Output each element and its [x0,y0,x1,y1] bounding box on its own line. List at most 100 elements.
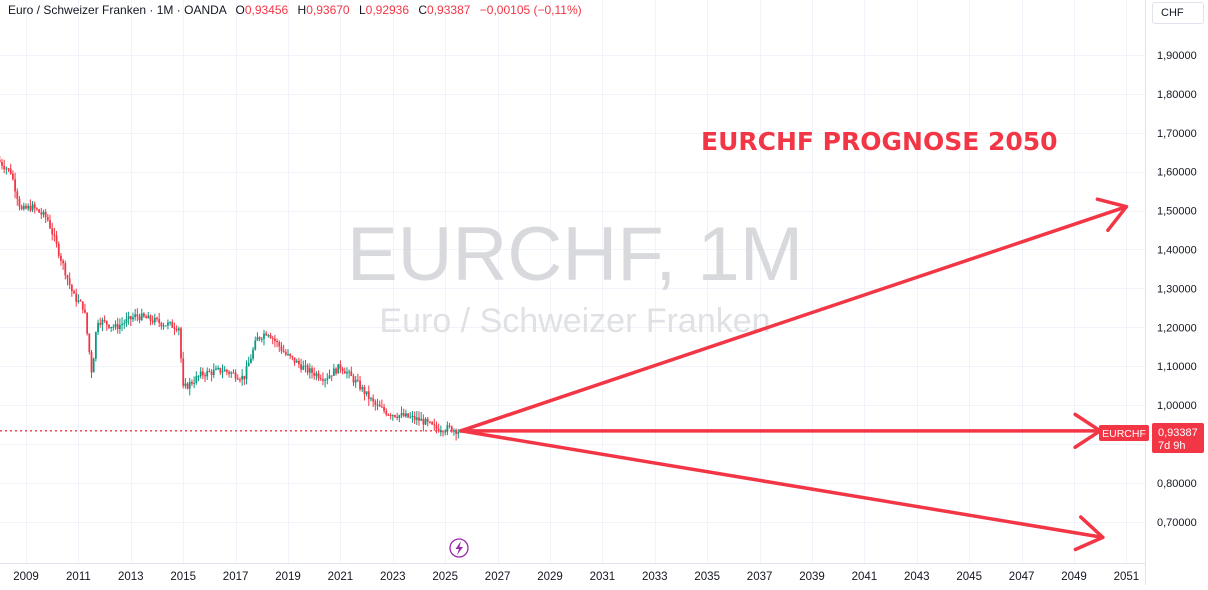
x-tick-label: 2019 [275,571,301,583]
currency-selector[interactable]: CHF [1152,2,1204,24]
candle-body [182,358,185,386]
x-tick-label: 2025 [432,571,458,583]
candle-body [439,431,442,433]
candle-body [230,372,233,374]
candle-body [90,352,93,373]
candle-body [134,314,137,318]
candle-body [367,391,370,399]
candle-body [51,228,54,235]
candle-body [184,383,187,386]
candle-body [68,278,71,285]
candle-body [274,338,276,341]
candle-body [252,349,254,359]
candle-body [249,358,252,364]
candle-body [70,284,73,292]
candle-body [378,404,381,407]
candle-body [450,426,453,432]
x-tick-label: 2051 [1114,571,1140,583]
candle-body [315,373,318,376]
symbol-legend: Euro / Schweizer Franken · 1M · OANDA O0… [8,3,582,17]
candle-body [129,316,132,320]
candle-body [263,333,265,339]
x-tick-label: 2017 [223,571,249,583]
y-tick-label: 1,50000 [1157,206,1197,218]
candle-body [158,319,161,324]
price-tag-symbol: EURCHF [1102,428,1146,440]
y-tick-label: 1,60000 [1157,167,1197,179]
low-value: 0,92936 [365,3,410,17]
candle-body [86,312,89,334]
candle-body [356,379,359,381]
candle-body [101,319,104,325]
candle-body [7,168,10,170]
candle-body [402,413,405,417]
candle-body [348,371,351,373]
candle-body [103,319,106,321]
candle-body [346,372,348,374]
candle-body [140,313,143,321]
candle-body [446,425,449,432]
x-tick-label: 2011 [66,571,91,583]
candle-body [247,363,250,367]
candle-body [376,404,379,406]
candle-body [112,326,115,328]
price-tag-countdown: 7d 9h [1158,440,1186,452]
candle-body [228,371,230,374]
candle-body [167,322,169,326]
candle-body [409,416,412,418]
candle-body [27,205,30,209]
x-tick-label: 2015 [170,571,196,583]
x-tick-label: 2027 [485,571,511,583]
candle-body [186,383,189,389]
candle-body [437,428,440,432]
candle-body [153,317,156,323]
candle-body [361,387,364,390]
candle-body [243,375,246,380]
candle-body [223,369,226,372]
candle-body [217,367,220,369]
candle-body [239,379,241,381]
candle-body [411,416,414,418]
candle-body [431,422,433,425]
candle-body [337,364,340,374]
candle-body [293,357,296,363]
forecast-arrow-head [1095,197,1129,233]
candle-body [0,160,1,163]
y-tick-label: 1,00000 [1157,400,1197,412]
candle-body [330,375,333,377]
candle-body [265,333,268,336]
y-tick-label: 1,80000 [1157,89,1197,101]
candle-body [313,372,316,376]
symbol-title[interactable]: Euro / Schweizer Franken [8,3,147,17]
candle-body [206,371,209,377]
candle-body [236,378,239,380]
candle-body [94,332,97,359]
low-label: L [358,3,366,17]
candle-body [73,291,75,294]
candle-body [173,327,176,330]
candle-body [99,322,102,325]
forecast-annotation[interactable]: EURCHF PROGNOSE 2050 [701,127,1058,156]
candle-body [289,353,292,356]
x-tick-label: 2045 [956,571,982,583]
candle-body [269,335,272,339]
x-tick-label: 2049 [1061,571,1087,583]
candle-body [53,234,56,236]
candle-body [278,342,281,347]
candle-body [88,333,91,353]
lightning-icon[interactable] [449,538,469,558]
change-value: −0,00105 (−0,11%) [479,3,582,17]
candle-body [138,316,141,321]
candle-body [429,421,431,423]
forecast-arrow-line [459,204,1129,433]
candle-body [64,263,67,276]
candle-body [12,173,14,180]
candle-body [212,369,215,375]
x-tick-label: 2013 [118,571,144,583]
x-tick-label: 2009 [13,571,39,583]
x-tick-label: 2021 [328,571,354,583]
x-tick-label: 2047 [1009,571,1035,583]
watermark-description: Euro / Schweizer Franken [379,302,770,340]
